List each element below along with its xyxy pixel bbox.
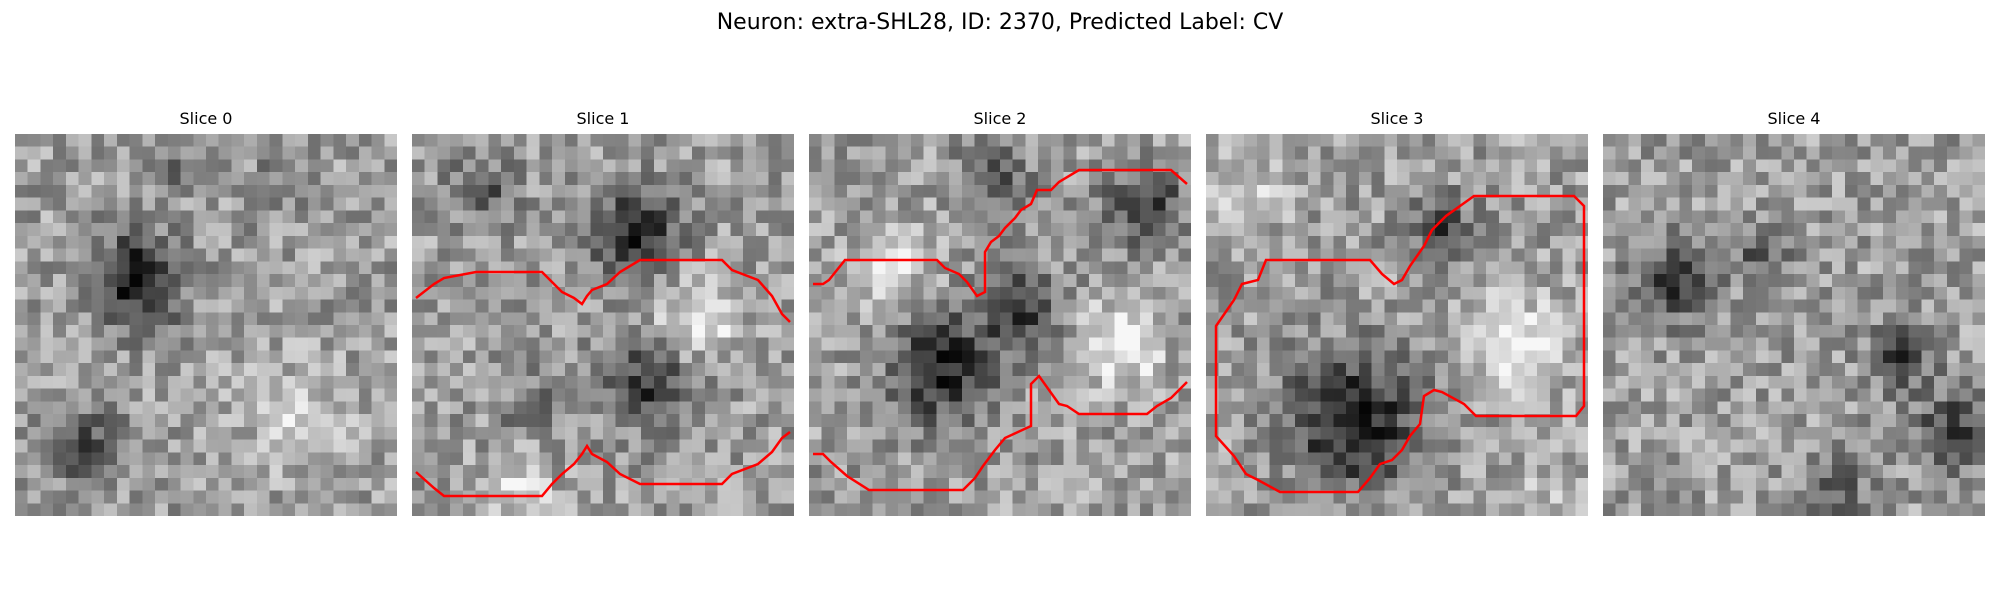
slice-title: Slice 0 [179, 109, 233, 128]
slice-image [1206, 134, 1588, 516]
slice-panel-3: Slice 3 [1206, 106, 1588, 526]
segmentation-contour-overlay [415, 258, 791, 498]
slice-title: Slice 4 [1767, 109, 1821, 128]
segmentation-contour-overlay [1214, 194, 1586, 494]
slice-image [1603, 134, 1985, 516]
slice-title: Slice 2 [973, 109, 1027, 128]
slice-panel-2: Slice 2 [809, 106, 1191, 526]
slice-image [15, 134, 397, 516]
slice-title: Slice 1 [576, 109, 630, 128]
contour-line-upper [415, 258, 791, 323]
segmentation-contour-overlay [813, 168, 1188, 492]
contour-polygon [1214, 194, 1586, 494]
contour-line-upper [813, 168, 1188, 298]
slice-title: Slice 3 [1370, 109, 1424, 128]
slice-panel-4: Slice 4 [1603, 106, 1985, 526]
slice-panel-0: Slice 0 [15, 106, 397, 526]
slice-image [412, 134, 794, 516]
contour-line-lower [813, 374, 1188, 492]
slice-image [809, 134, 1191, 516]
figure-title: Neuron: extra-SHL28, ID: 2370, Predicted… [716, 10, 1284, 35]
slice-panel-1: Slice 1 [412, 106, 794, 526]
contour-line-lower [415, 431, 791, 498]
